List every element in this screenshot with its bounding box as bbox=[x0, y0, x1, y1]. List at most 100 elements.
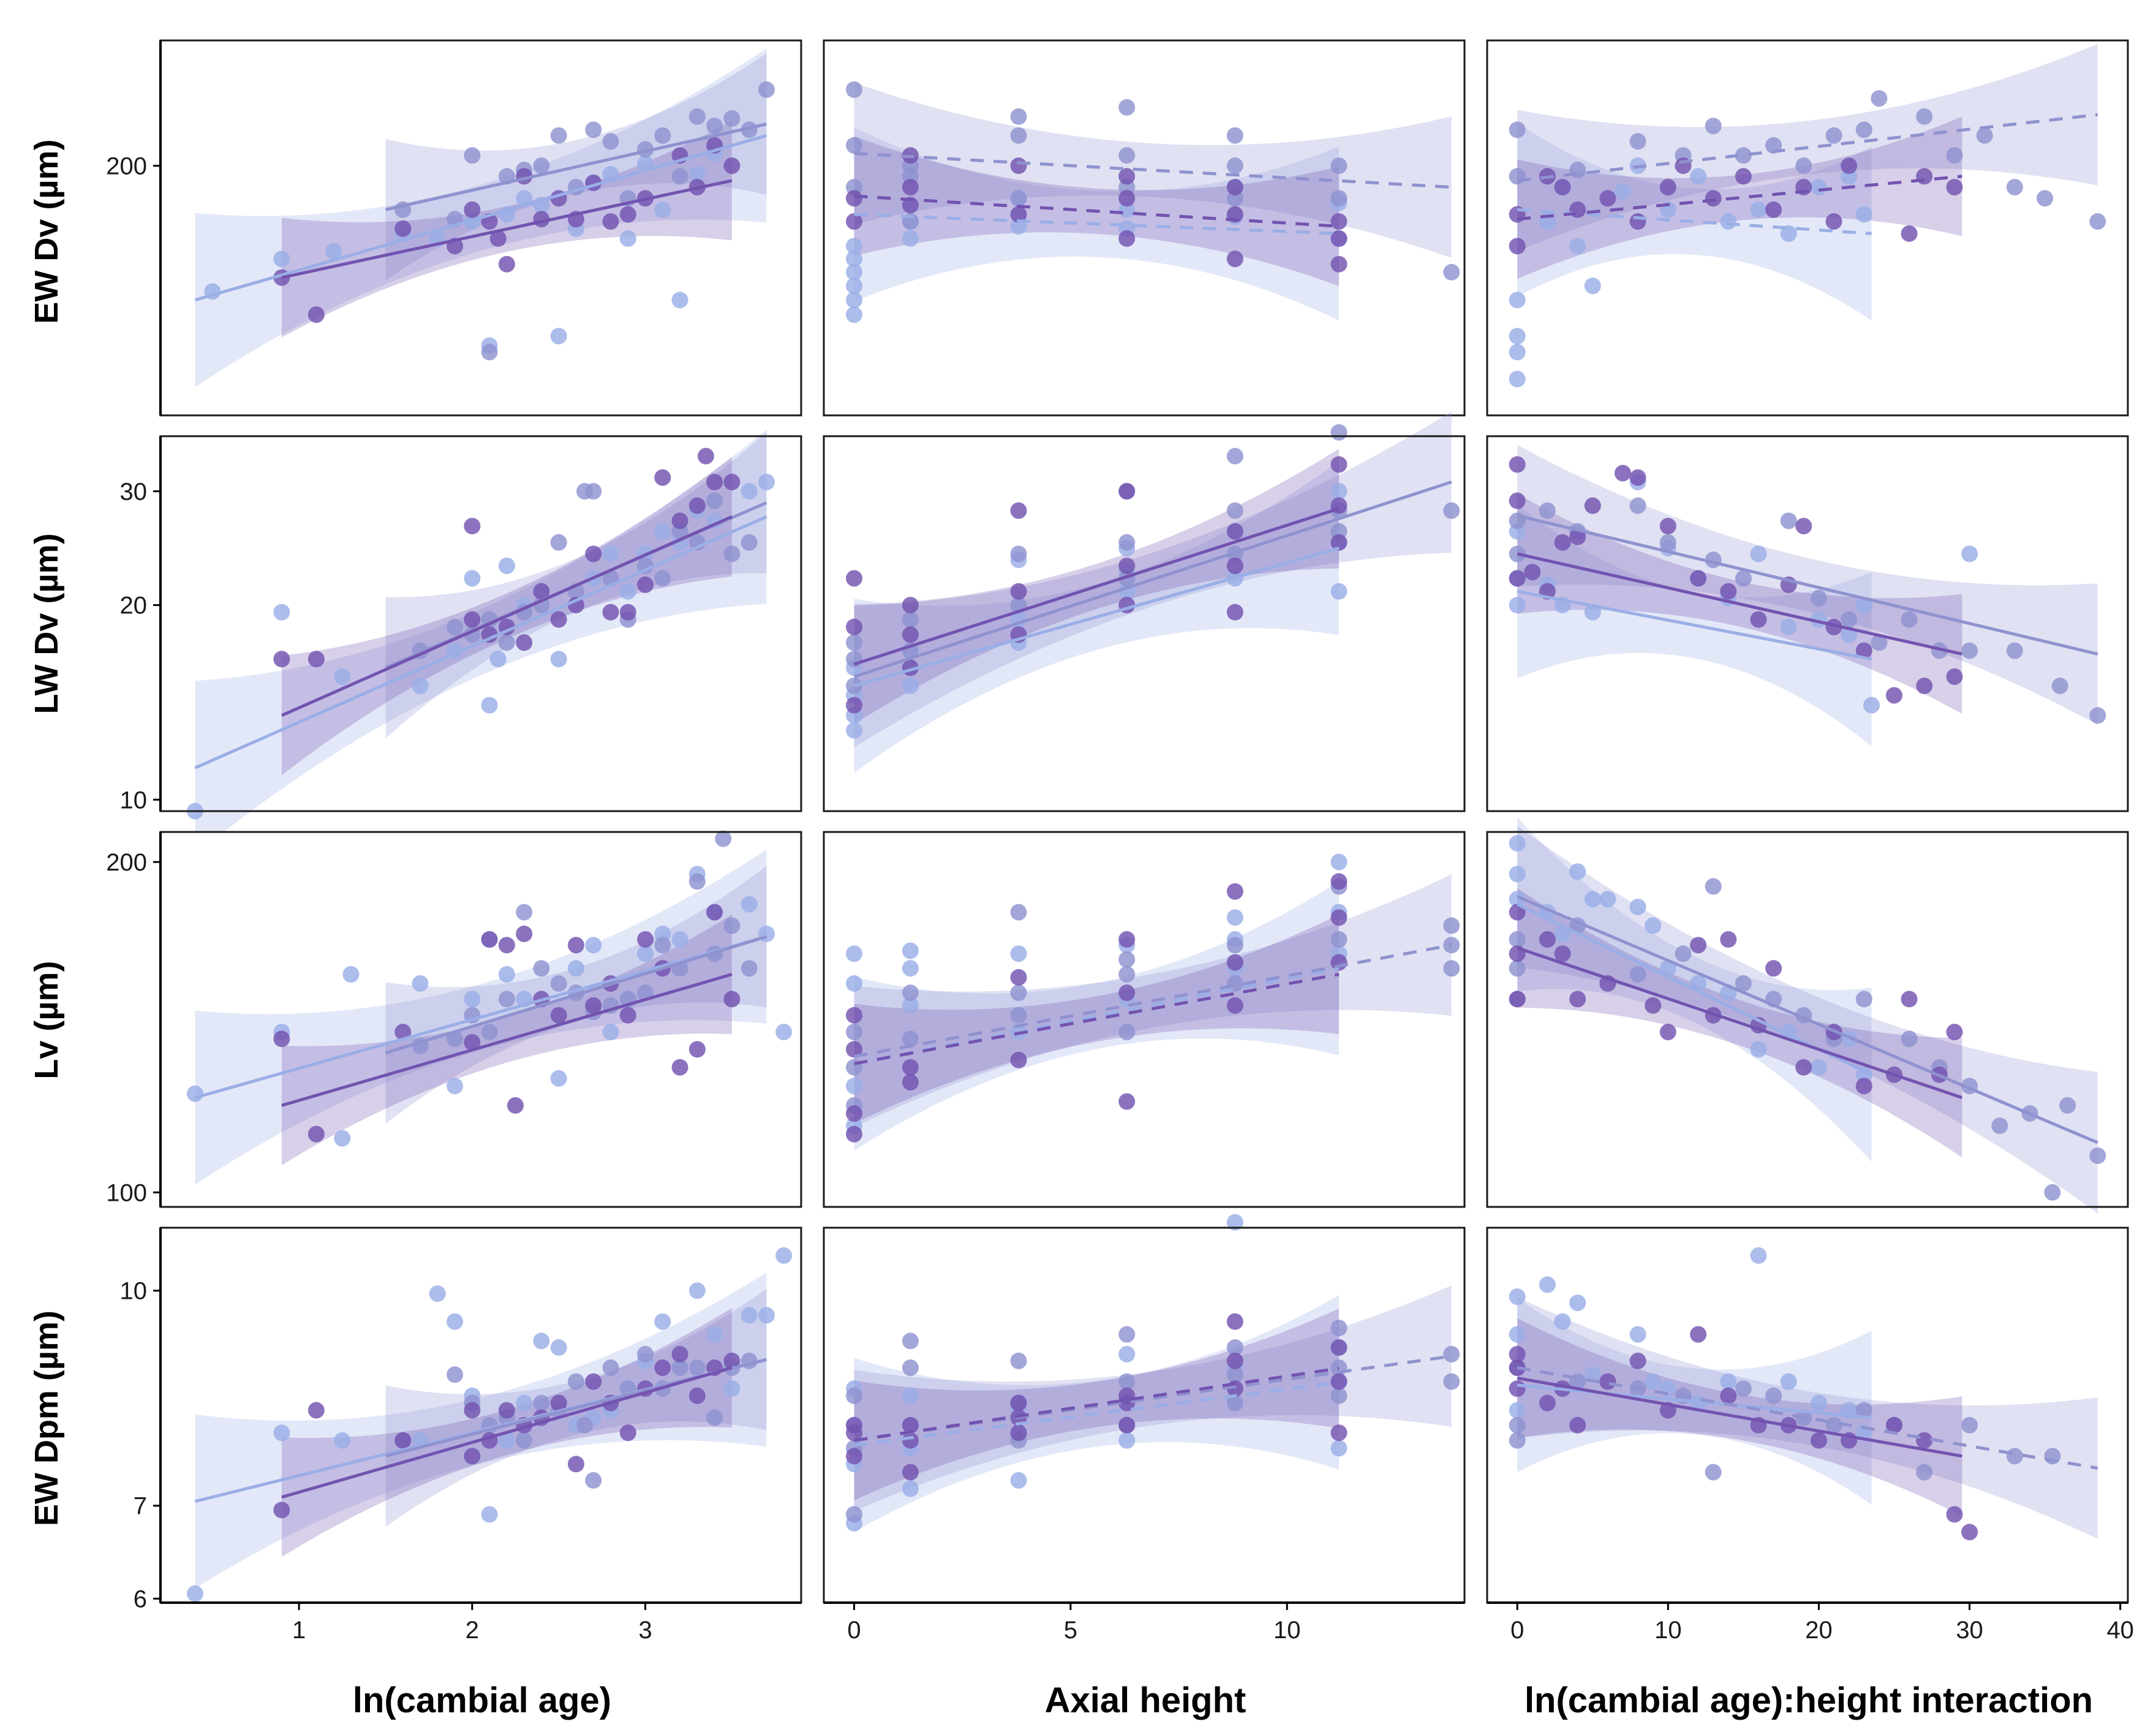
data-point-group-3 bbox=[464, 611, 481, 628]
data-point-group-1 bbox=[1509, 835, 1526, 852]
data-point-group-1 bbox=[1645, 917, 1662, 934]
data-point-group-1 bbox=[498, 558, 515, 575]
data-point-group-2 bbox=[1961, 642, 1978, 659]
data-point-group-1 bbox=[1720, 1373, 1737, 1390]
data-point-group-3 bbox=[1330, 213, 1348, 230]
data-point-group-1 bbox=[550, 1339, 567, 1356]
data-point-group-3 bbox=[671, 1059, 688, 1076]
data-point-group-2 bbox=[1871, 90, 1888, 107]
data-point-group-3 bbox=[307, 1125, 325, 1143]
data-point-group-2 bbox=[654, 937, 671, 954]
data-point-group-2 bbox=[1825, 127, 1842, 144]
data-point-group-1 bbox=[654, 523, 671, 540]
data-point-group-3 bbox=[1765, 960, 1782, 977]
data-point-group-1 bbox=[550, 1070, 567, 1087]
data-point-group-2 bbox=[1226, 448, 1243, 464]
data-point-group-2 bbox=[1118, 1024, 1136, 1040]
data-point-group-1 bbox=[325, 243, 342, 260]
data-point-group-3 bbox=[394, 1024, 412, 1040]
panel-r2-c3 bbox=[1487, 436, 2128, 811]
data-point-group-3 bbox=[1629, 1352, 1646, 1369]
data-point-group-3 bbox=[846, 213, 862, 230]
data-point-group-3 bbox=[550, 1007, 567, 1024]
data-point-group-3 bbox=[1118, 483, 1136, 500]
fit-line-group-1 bbox=[194, 134, 767, 302]
panel-r4-c2 bbox=[824, 1214, 1464, 1603]
fit-line-group-2 bbox=[853, 480, 1452, 678]
panel-frame bbox=[823, 39, 1466, 417]
data-point-group-2 bbox=[1871, 634, 1888, 651]
fit-line-group-3 bbox=[1517, 1376, 1962, 1458]
data-point-group-2 bbox=[1010, 1352, 1027, 1369]
data-point-group-3 bbox=[1554, 945, 1571, 962]
data-point-group-2 bbox=[1855, 1402, 1872, 1419]
data-point-group-3 bbox=[533, 583, 550, 600]
data-point-group-1 bbox=[1010, 1472, 1027, 1489]
data-point-group-2 bbox=[1010, 985, 1027, 1001]
data-point-group-3 bbox=[568, 1456, 584, 1473]
y-tick-label: 200 bbox=[106, 153, 147, 180]
data-point-group-1 bbox=[1509, 1326, 1526, 1343]
data-point-group-1 bbox=[1780, 225, 1797, 242]
data-point-group-2 bbox=[1539, 502, 1556, 519]
data-point-group-3 bbox=[516, 634, 533, 651]
data-point-group-1 bbox=[498, 1432, 515, 1449]
data-point-group-3 bbox=[273, 651, 290, 668]
data-point-group-2 bbox=[1509, 1416, 1526, 1434]
y-tick-label: 7 bbox=[134, 1493, 147, 1520]
data-point-group-3 bbox=[550, 611, 567, 628]
data-point-group-3 bbox=[1599, 190, 1616, 207]
data-point-group-2 bbox=[1010, 545, 1027, 562]
data-point-group-2 bbox=[1443, 917, 1460, 934]
data-point-group-2 bbox=[2006, 179, 2023, 195]
data-point-group-2 bbox=[1509, 1432, 1526, 1449]
data-point-group-1 bbox=[1554, 1313, 1571, 1330]
data-point-group-1 bbox=[723, 1380, 741, 1397]
data-point-group-3 bbox=[1599, 1373, 1616, 1390]
x-tick-label: 40 bbox=[2106, 1617, 2134, 1644]
data-point-group-2 bbox=[1443, 502, 1460, 519]
data-point-group-1 bbox=[1690, 168, 1707, 185]
data-point-group-3 bbox=[619, 1007, 636, 1024]
data-point-group-3 bbox=[1720, 931, 1737, 948]
data-point-group-3 bbox=[1010, 206, 1027, 223]
data-point-group-3 bbox=[1841, 157, 1858, 174]
data-point-group-3 bbox=[902, 197, 919, 214]
data-point-group-3 bbox=[1554, 534, 1571, 551]
data-point-group-3 bbox=[464, 201, 481, 218]
data-point-group-3 bbox=[1946, 668, 1963, 685]
data-point-group-3 bbox=[602, 213, 619, 230]
data-point-group-2 bbox=[706, 1409, 723, 1426]
confidence-band-group-1 bbox=[854, 881, 1339, 1151]
data-point-group-1 bbox=[334, 1130, 351, 1147]
data-point-group-3 bbox=[1735, 168, 1752, 185]
data-point-group-3 bbox=[498, 937, 515, 954]
data-point-group-3 bbox=[723, 991, 741, 1008]
panel-frame bbox=[1486, 435, 2129, 812]
data-point-group-1 bbox=[516, 1394, 533, 1412]
data-point-group-1 bbox=[1720, 213, 1737, 230]
panel-r1-c3 bbox=[1487, 40, 2128, 415]
data-point-group-3 bbox=[723, 1352, 741, 1369]
fit-line-group-1 bbox=[1517, 1383, 1872, 1419]
data-point-group-2 bbox=[1780, 512, 1797, 529]
data-point-group-3 bbox=[307, 1402, 325, 1419]
data-point-group-1 bbox=[412, 678, 429, 694]
data-point-group-1 bbox=[342, 966, 360, 983]
data-point-group-3 bbox=[1795, 1059, 1812, 1076]
data-point-group-3 bbox=[1509, 1380, 1526, 1397]
data-point-group-3 bbox=[1886, 1416, 1902, 1434]
data-point-group-3 bbox=[1226, 1352, 1243, 1369]
y-tick-label: 10 bbox=[120, 1278, 148, 1305]
data-point-group-1 bbox=[775, 1024, 793, 1040]
data-point-group-1 bbox=[1811, 1394, 1827, 1412]
data-point-group-1 bbox=[1629, 1326, 1646, 1343]
data-point-group-2 bbox=[846, 81, 862, 98]
panel-r3-c2 bbox=[824, 832, 1464, 1207]
data-point-group-3 bbox=[1118, 1416, 1136, 1434]
data-point-group-2 bbox=[2051, 678, 2068, 694]
data-point-group-3 bbox=[1226, 883, 1243, 900]
data-point-group-2 bbox=[576, 483, 594, 500]
data-point-group-3 bbox=[1330, 1339, 1348, 1356]
fit-line-group-1 bbox=[854, 213, 1340, 235]
